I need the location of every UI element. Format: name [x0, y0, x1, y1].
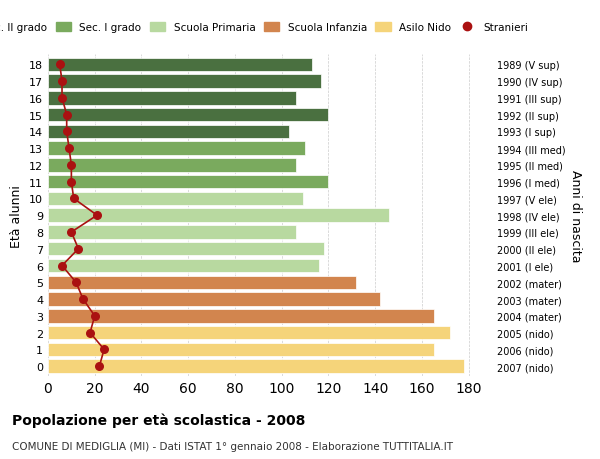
Text: Popolazione per età scolastica - 2008: Popolazione per età scolastica - 2008	[12, 413, 305, 428]
Point	[69, 196, 79, 203]
Bar	[48, 58, 312, 72]
Bar	[48, 125, 289, 139]
Bar	[48, 276, 356, 289]
Point	[95, 363, 104, 370]
Point	[67, 162, 76, 169]
Point	[74, 246, 83, 253]
Bar	[48, 109, 328, 122]
Bar	[48, 343, 434, 356]
Bar	[48, 209, 389, 223]
Bar	[48, 309, 434, 323]
Bar	[48, 360, 464, 373]
Y-axis label: Età alunni: Età alunni	[10, 185, 23, 247]
Y-axis label: Anni di nascita: Anni di nascita	[569, 169, 582, 262]
Point	[71, 279, 81, 286]
Point	[99, 346, 109, 353]
Point	[62, 129, 71, 136]
Point	[57, 78, 67, 85]
Bar	[48, 175, 328, 189]
Bar	[48, 159, 296, 172]
Point	[67, 179, 76, 186]
Bar	[48, 226, 296, 239]
Bar	[48, 293, 380, 306]
Bar	[48, 92, 296, 105]
Text: COMUNE DI MEDIGLIA (MI) - Dati ISTAT 1° gennaio 2008 - Elaborazione TUTTITALIA.I: COMUNE DI MEDIGLIA (MI) - Dati ISTAT 1° …	[12, 441, 453, 451]
Bar	[48, 242, 324, 256]
Point	[67, 229, 76, 236]
Point	[57, 95, 67, 102]
Bar	[48, 326, 450, 340]
Point	[64, 145, 74, 152]
Bar	[48, 259, 319, 273]
Point	[85, 329, 95, 336]
Bar	[48, 192, 303, 206]
Legend: Sec. II grado, Sec. I grado, Scuola Primaria, Scuola Infanzia, Asilo Nido, Stran: Sec. II grado, Sec. I grado, Scuola Prim…	[0, 18, 533, 37]
Point	[90, 313, 100, 320]
Point	[92, 212, 102, 219]
Bar	[48, 75, 322, 89]
Point	[62, 112, 71, 119]
Point	[55, 62, 64, 69]
Point	[57, 262, 67, 269]
Bar	[48, 142, 305, 156]
Point	[78, 296, 88, 303]
